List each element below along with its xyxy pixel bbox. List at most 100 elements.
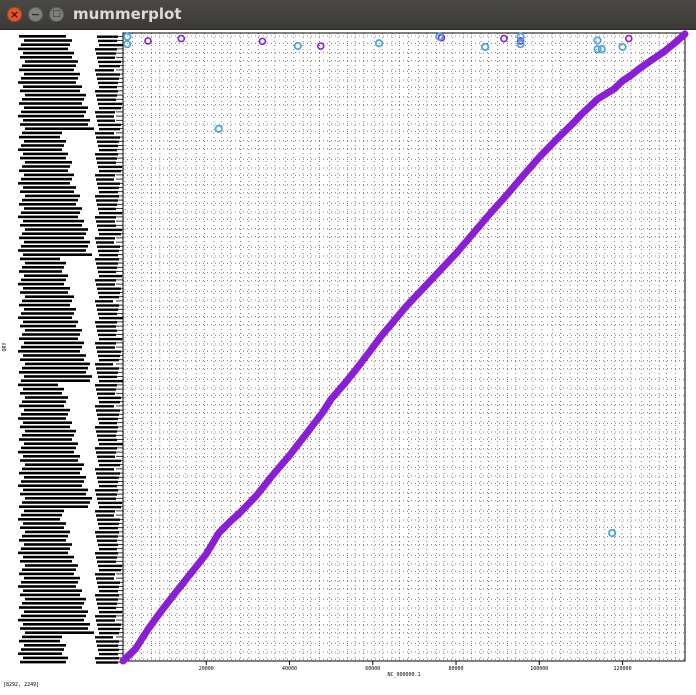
forward-repeat-point	[144, 37, 152, 45]
maximize-icon[interactable]: □	[49, 7, 64, 22]
y-tick-label	[98, 165, 122, 169]
y-tick-label	[18, 652, 62, 655]
x-tick-label: 80000	[449, 666, 464, 672]
y-tick-label	[18, 249, 86, 252]
y-tick-label	[98, 333, 116, 337]
y-tick-label	[18, 585, 76, 588]
y-tick-label	[19, 438, 72, 441]
y-tick-label	[96, 367, 119, 370]
y-tick-label	[18, 484, 82, 487]
y-tick-label	[20, 425, 70, 429]
plot-area[interactable]: 20000 40000 60000 80000 100000 120000 NC_00000…	[0, 29, 696, 691]
y-tick-label	[22, 198, 78, 202]
y-tick-label	[98, 375, 117, 379]
y-tick-label	[96, 115, 114, 118]
y-tick-label	[24, 476, 86, 479]
y-tick-label	[96, 514, 114, 517]
y-tick-label	[95, 69, 114, 72]
y-tick-label	[25, 396, 68, 399]
y-tick-label	[19, 135, 60, 139]
y-tick-label	[22, 64, 76, 67]
y-tick-label	[23, 589, 82, 592]
y-tick-label	[95, 321, 117, 324]
close-icon[interactable]: ×	[7, 7, 22, 22]
y-tick-label	[20, 358, 84, 361]
dot-plot[interactable]: 20000 40000 60000 80000 100000 120000 NC_00000…	[0, 29, 696, 691]
plot-frame	[122, 32, 686, 662]
y-tick-label	[19, 236, 84, 240]
forward-repeat-point	[500, 34, 508, 43]
y-tick-label	[95, 153, 118, 156]
y-tick-label	[96, 556, 117, 559]
y-tick-label	[96, 136, 120, 139]
reverse-match-point	[516, 40, 525, 49]
y-tick-label	[25, 429, 76, 433]
y-tick-label	[20, 593, 80, 597]
y-tick-label	[95, 615, 116, 618]
y-tick-label	[19, 606, 82, 609]
y-tick-label	[18, 450, 74, 454]
reverse-match-point	[481, 42, 490, 52]
y-tick-label	[19, 68, 74, 72]
y-tick-label	[98, 354, 120, 358]
y-tick-label	[21, 110, 86, 114]
y-tick-label	[24, 442, 78, 445]
y-tick-label	[96, 472, 120, 475]
y-tick-label	[98, 102, 122, 106]
y-tick-label	[99, 232, 121, 236]
y-tick-label	[18, 350, 80, 353]
y-tick-label	[98, 606, 116, 610]
y-tick-label	[19, 471, 80, 475]
y-tick-label	[97, 56, 115, 59]
y-tick-label	[22, 467, 82, 471]
y-tick-label	[96, 241, 114, 244]
y-tick-label	[18, 182, 70, 185]
y-tick-label	[18, 148, 62, 151]
y-tick-label	[24, 173, 74, 177]
y-tick-label	[97, 518, 120, 521]
reverse-match-point	[435, 32, 444, 41]
y-tick-label	[22, 635, 62, 639]
forward-repeat-point	[177, 34, 186, 43]
y-tick-label	[21, 278, 66, 282]
y-tick-label	[20, 392, 62, 395]
y-tick-label	[96, 640, 119, 643]
forward-repeat-point	[516, 37, 525, 45]
y-tick-label	[96, 451, 116, 454]
y-tick-label	[25, 161, 72, 164]
y-tick-label	[97, 245, 120, 248]
y-tick-label	[97, 287, 121, 290]
y-tick-label	[98, 144, 118, 148]
x-axis-title: NC_000000.1	[387, 672, 420, 678]
y-tick-label	[20, 560, 72, 563]
y-tick-label	[96, 325, 116, 328]
x-tick-label: 100000	[530, 666, 548, 672]
y-tick-label	[99, 106, 121, 110]
y-tick-label	[18, 47, 68, 51]
y-tick-label	[95, 279, 116, 282]
y-tick-label	[18, 282, 64, 286]
y-tick-label	[96, 598, 118, 601]
y-tick-label	[95, 195, 119, 198]
y-tick-label	[23, 354, 86, 357]
y-tick-label	[97, 203, 117, 206]
y-tick-label	[20, 526, 64, 529]
y-tick-label	[23, 387, 64, 391]
minimize-icon[interactable]: −	[28, 7, 43, 22]
y-tick-label	[98, 270, 116, 274]
y-tick-label	[21, 379, 90, 382]
y-tick-label	[98, 501, 122, 505]
y-tick-label	[19, 404, 64, 408]
forward-repeat-point	[624, 34, 633, 43]
y-tick-label	[23, 555, 74, 559]
y-tick-label	[24, 106, 88, 109]
y-tick-label	[97, 539, 117, 542]
y-tick-label	[20, 89, 80, 93]
y-tick-label	[99, 526, 118, 530]
y-tick-label	[99, 358, 119, 362]
y-tick-label	[24, 576, 80, 580]
y-tick-label	[96, 388, 116, 391]
y-tick-label	[18, 383, 58, 387]
y-tick-label	[18, 618, 84, 622]
y-tick-label	[19, 270, 62, 273]
